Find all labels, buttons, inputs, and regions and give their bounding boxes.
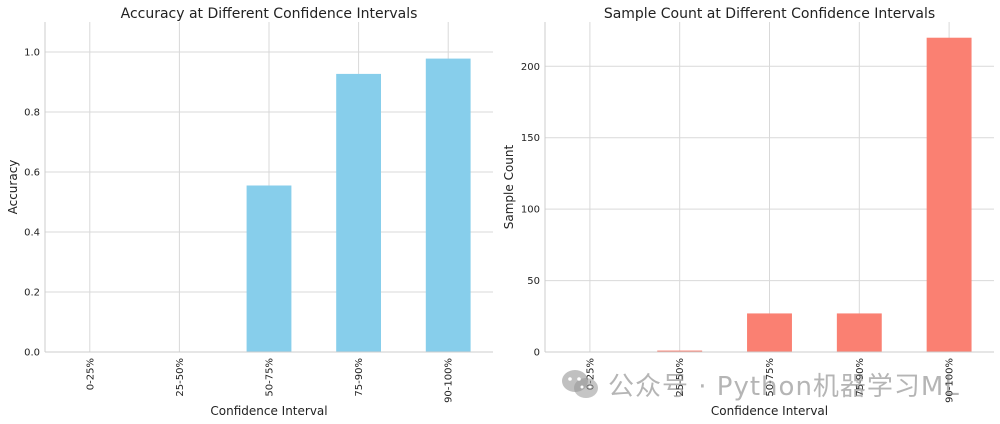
bar-50-75% — [246, 185, 292, 352]
x-axis-label: Confidence Interval — [210, 404, 327, 418]
watermark-text: 公众号 · Python机器学习ML — [608, 371, 960, 402]
x-tick-label: 0-25% — [585, 358, 596, 390]
bar-90-100% — [926, 37, 972, 352]
bar-75-90% — [336, 73, 381, 353]
chart-title: Accuracy at Different Confidence Interva… — [121, 6, 418, 22]
y-tick-label: 0.6 — [24, 168, 40, 179]
x-tick-label: 25-50% — [675, 358, 686, 397]
x-tick-label: 75-90% — [354, 358, 365, 397]
wechat-icon — [562, 370, 598, 398]
y-tick-label: 150 — [521, 133, 540, 144]
y-tick-label: 0.2 — [24, 288, 40, 299]
y-tick-label: 0 — [534, 348, 540, 359]
y-tick-label: 0.8 — [24, 108, 40, 119]
y-tick-label: 0.4 — [24, 228, 40, 239]
chart-title: Sample Count at Different Confidence Int… — [604, 6, 935, 22]
x-tick-label: 90-100% — [444, 358, 455, 403]
y-tick-label: 50 — [527, 276, 540, 287]
y-tick-label: 200 — [521, 62, 540, 73]
y-tick-label: 0.0 — [24, 348, 40, 359]
x-tick-label: 75-90% — [855, 358, 866, 397]
y-axis-label: Sample Count — [502, 144, 516, 229]
x-tick-label: 25-50% — [175, 358, 186, 397]
x-tick-label: 50-75% — [765, 358, 776, 397]
y-axis-label: Accuracy — [6, 160, 20, 215]
x-tick-label: 0-25% — [85, 358, 96, 390]
bar-90-100% — [425, 58, 471, 352]
bar-75-90% — [836, 313, 882, 352]
y-tick-label: 1.0 — [24, 48, 40, 59]
bar-25-50% — [657, 350, 703, 352]
watermark: 公众号 · Python机器学习ML — [560, 364, 960, 404]
bar-50-75% — [747, 313, 792, 352]
x-axis-label: Confidence Interval — [711, 404, 828, 418]
x-tick-label: 50-75% — [265, 358, 276, 397]
y-tick-label: 100 — [521, 205, 540, 216]
x-tick-label: 90-100% — [945, 358, 956, 403]
